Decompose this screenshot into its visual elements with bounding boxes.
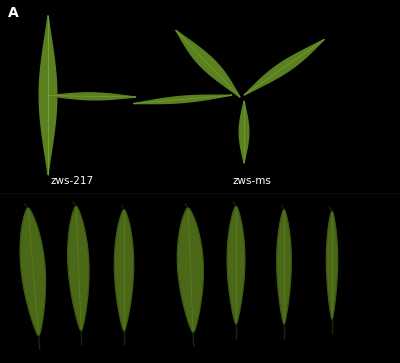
Polygon shape (176, 30, 240, 97)
Text: zws-ms: zws-ms (232, 176, 272, 187)
Polygon shape (227, 206, 245, 324)
Polygon shape (244, 40, 324, 95)
Text: zws-217: zws-217 (50, 176, 94, 187)
Polygon shape (239, 101, 249, 163)
Polygon shape (48, 93, 136, 100)
Text: zws-ms: zws-ms (252, 346, 292, 356)
Polygon shape (68, 206, 89, 331)
Polygon shape (177, 208, 203, 333)
Polygon shape (277, 209, 291, 324)
Polygon shape (326, 211, 338, 319)
Polygon shape (20, 208, 46, 336)
Polygon shape (39, 16, 57, 175)
Text: B: B (8, 199, 19, 213)
Text: A: A (8, 6, 19, 20)
Polygon shape (114, 209, 134, 331)
Polygon shape (134, 95, 232, 103)
Text: zws-217: zws-217 (86, 346, 130, 356)
